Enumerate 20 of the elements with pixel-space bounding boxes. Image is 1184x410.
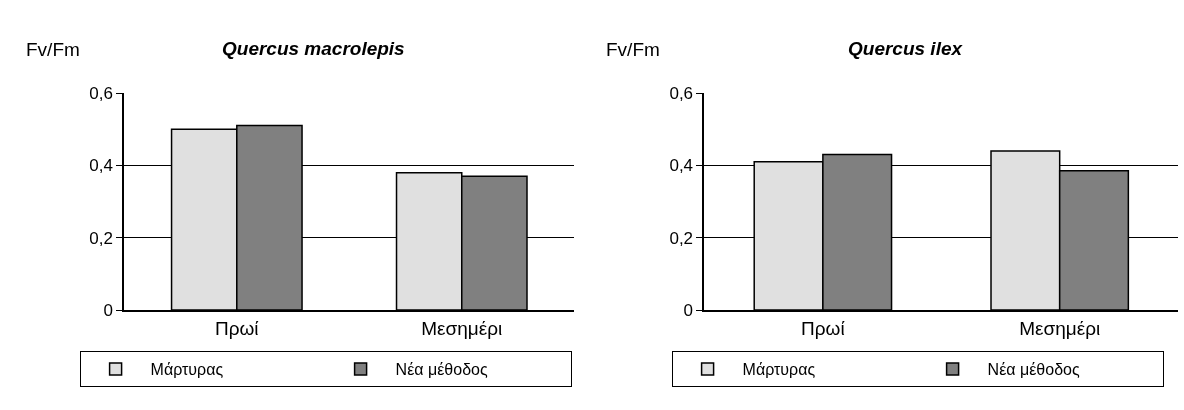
legend-label: Μάρτυρας bbox=[150, 361, 224, 379]
legend-label: Μάρτυρας bbox=[742, 361, 816, 379]
y-axis-title: Fv/Fm bbox=[606, 39, 660, 60]
y-tick-label: 0 bbox=[683, 301, 694, 321]
y-tick-label: 0,4 bbox=[89, 156, 113, 176]
legend-label: Νέα μέθοδος bbox=[987, 361, 1080, 379]
y-tick-label: 0,2 bbox=[89, 228, 113, 248]
y-axis-title: Fv/Fm bbox=[26, 39, 80, 60]
y-tick-label: 0 bbox=[103, 301, 113, 321]
chart-title: Quercus ilex bbox=[848, 38, 964, 59]
x-tick-label: Μεσημέρι bbox=[1019, 317, 1101, 339]
legend-label: Νέα μέθοδος bbox=[395, 361, 488, 379]
x-tick-label: Πρωί bbox=[801, 317, 846, 339]
chart-title: Quercus macrolepis bbox=[222, 38, 405, 59]
y-tick-label: 0,6 bbox=[669, 84, 694, 104]
y-tick-label: 0,6 bbox=[89, 84, 113, 104]
x-tick-label: Μεσημέρι bbox=[421, 317, 503, 339]
y-tick-label: 0,4 bbox=[669, 156, 694, 176]
y-tick-label: 0,2 bbox=[669, 228, 694, 248]
x-tick-label: Πρωί bbox=[215, 317, 260, 339]
